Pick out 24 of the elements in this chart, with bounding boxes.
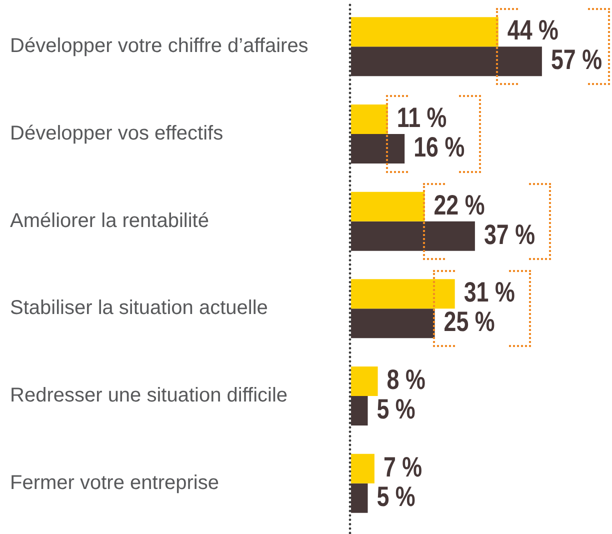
y-tick-label: Stabiliser la situation actuelle xyxy=(10,297,268,320)
bar xyxy=(351,104,388,134)
y-tick-label: Fermer votre entreprise xyxy=(10,472,219,494)
data-label: 8 % xyxy=(386,364,426,396)
y-tick-label: Améliorer la rentabilité xyxy=(10,210,209,232)
y-tick-label: Développer votre chiffre d’affaires xyxy=(10,35,308,58)
data-label: 5 % xyxy=(376,482,416,512)
data-label: 22 % xyxy=(434,190,485,221)
data-label: 16 % xyxy=(414,132,465,164)
data-label: 57 % xyxy=(550,44,602,76)
bar xyxy=(351,279,455,309)
data-label: 37 % xyxy=(484,220,535,250)
y-tick-label: Développer vos effectifs xyxy=(10,122,224,145)
bar xyxy=(351,454,374,484)
data-label: 25 % xyxy=(444,306,495,338)
data-label: 44 % xyxy=(507,15,558,46)
data-label: 31 % xyxy=(464,277,515,308)
data-label: 5 % xyxy=(376,394,416,426)
bar xyxy=(351,366,378,396)
y-tick-label: Redresser une situation difficile xyxy=(10,384,288,407)
bar xyxy=(351,17,498,47)
bar xyxy=(351,192,425,222)
data-label: 11 % xyxy=(396,102,447,134)
data-label: 7 % xyxy=(383,452,422,483)
